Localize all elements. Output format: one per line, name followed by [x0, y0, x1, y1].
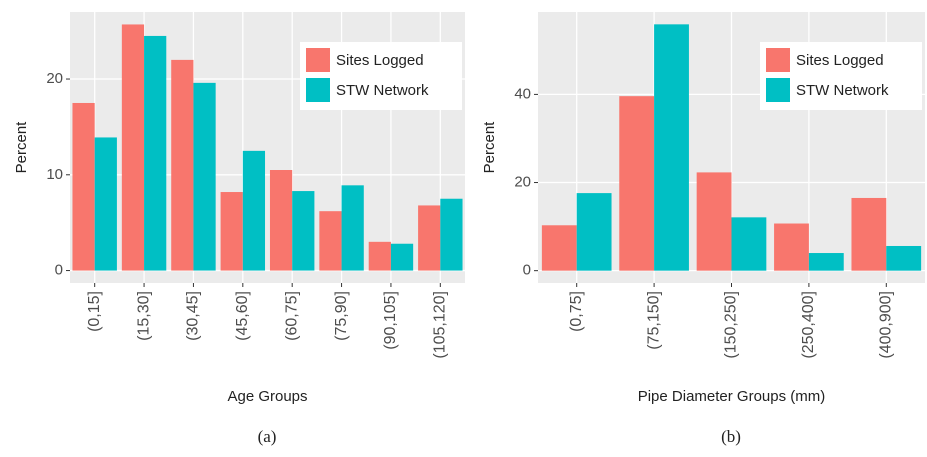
bar [731, 217, 767, 271]
legend-label: STW Network [796, 82, 889, 99]
x-tick-label: (105,120] [432, 291, 449, 359]
bar [193, 82, 216, 271]
bar [292, 191, 315, 271]
legend-key [306, 48, 330, 72]
caption: (b) [721, 427, 741, 446]
bar [696, 172, 732, 271]
x-tick-label: (75,150] [645, 291, 662, 350]
bar [319, 211, 342, 271]
bar [808, 253, 844, 271]
x-tick-label: (75,90] [333, 291, 350, 341]
bar [242, 150, 266, 271]
y-tick-label: 0 [523, 262, 531, 279]
bar [440, 198, 463, 271]
bar [886, 245, 922, 271]
legend-label: Sites Logged [336, 52, 424, 69]
bar [418, 205, 441, 271]
y-axis-title: Percent [13, 121, 30, 174]
bar [220, 192, 243, 271]
x-tick-label: (60,75] [283, 291, 300, 341]
x-tick-label: (0,15] [86, 291, 103, 332]
x-tick-label: (30,45] [185, 291, 202, 341]
bar [144, 35, 167, 271]
legend-label: STW Network [336, 82, 429, 99]
bar [121, 24, 145, 271]
bar [341, 185, 364, 271]
bar [269, 170, 293, 271]
legend-key [766, 78, 790, 102]
bar [619, 96, 655, 271]
x-axis-title: Age Groups [227, 388, 307, 405]
y-tick-label: 10 [46, 166, 63, 183]
legend-key [766, 48, 790, 72]
x-tick-label: (400,900] [878, 291, 895, 359]
x-axis-title: Pipe Diameter Groups (mm) [638, 388, 826, 405]
x-tick-label: (250,400] [800, 291, 817, 359]
bar [541, 225, 577, 271]
x-tick-label: (45,60] [234, 291, 251, 341]
bar [654, 24, 689, 271]
x-tick-label: (0,75] [568, 291, 585, 332]
x-tick-label: (150,250] [723, 291, 740, 359]
y-axis-title: Percent [481, 121, 498, 174]
bar [390, 243, 414, 271]
bar [576, 193, 612, 271]
y-tick-label: 20 [514, 174, 531, 191]
x-tick-label: (15,30] [135, 291, 152, 341]
legend-label: Sites Logged [796, 52, 884, 69]
caption: (a) [258, 427, 277, 446]
y-tick-label: 40 [514, 85, 531, 102]
bar [171, 59, 194, 271]
bar [94, 137, 117, 271]
bar [72, 102, 95, 271]
bar [774, 223, 809, 271]
y-tick-label: 0 [55, 262, 63, 279]
y-tick-label: 20 [46, 70, 63, 87]
legend-key [306, 78, 330, 102]
bar [368, 241, 391, 271]
x-tick-label: (90,105] [382, 291, 399, 350]
bar [851, 197, 887, 271]
